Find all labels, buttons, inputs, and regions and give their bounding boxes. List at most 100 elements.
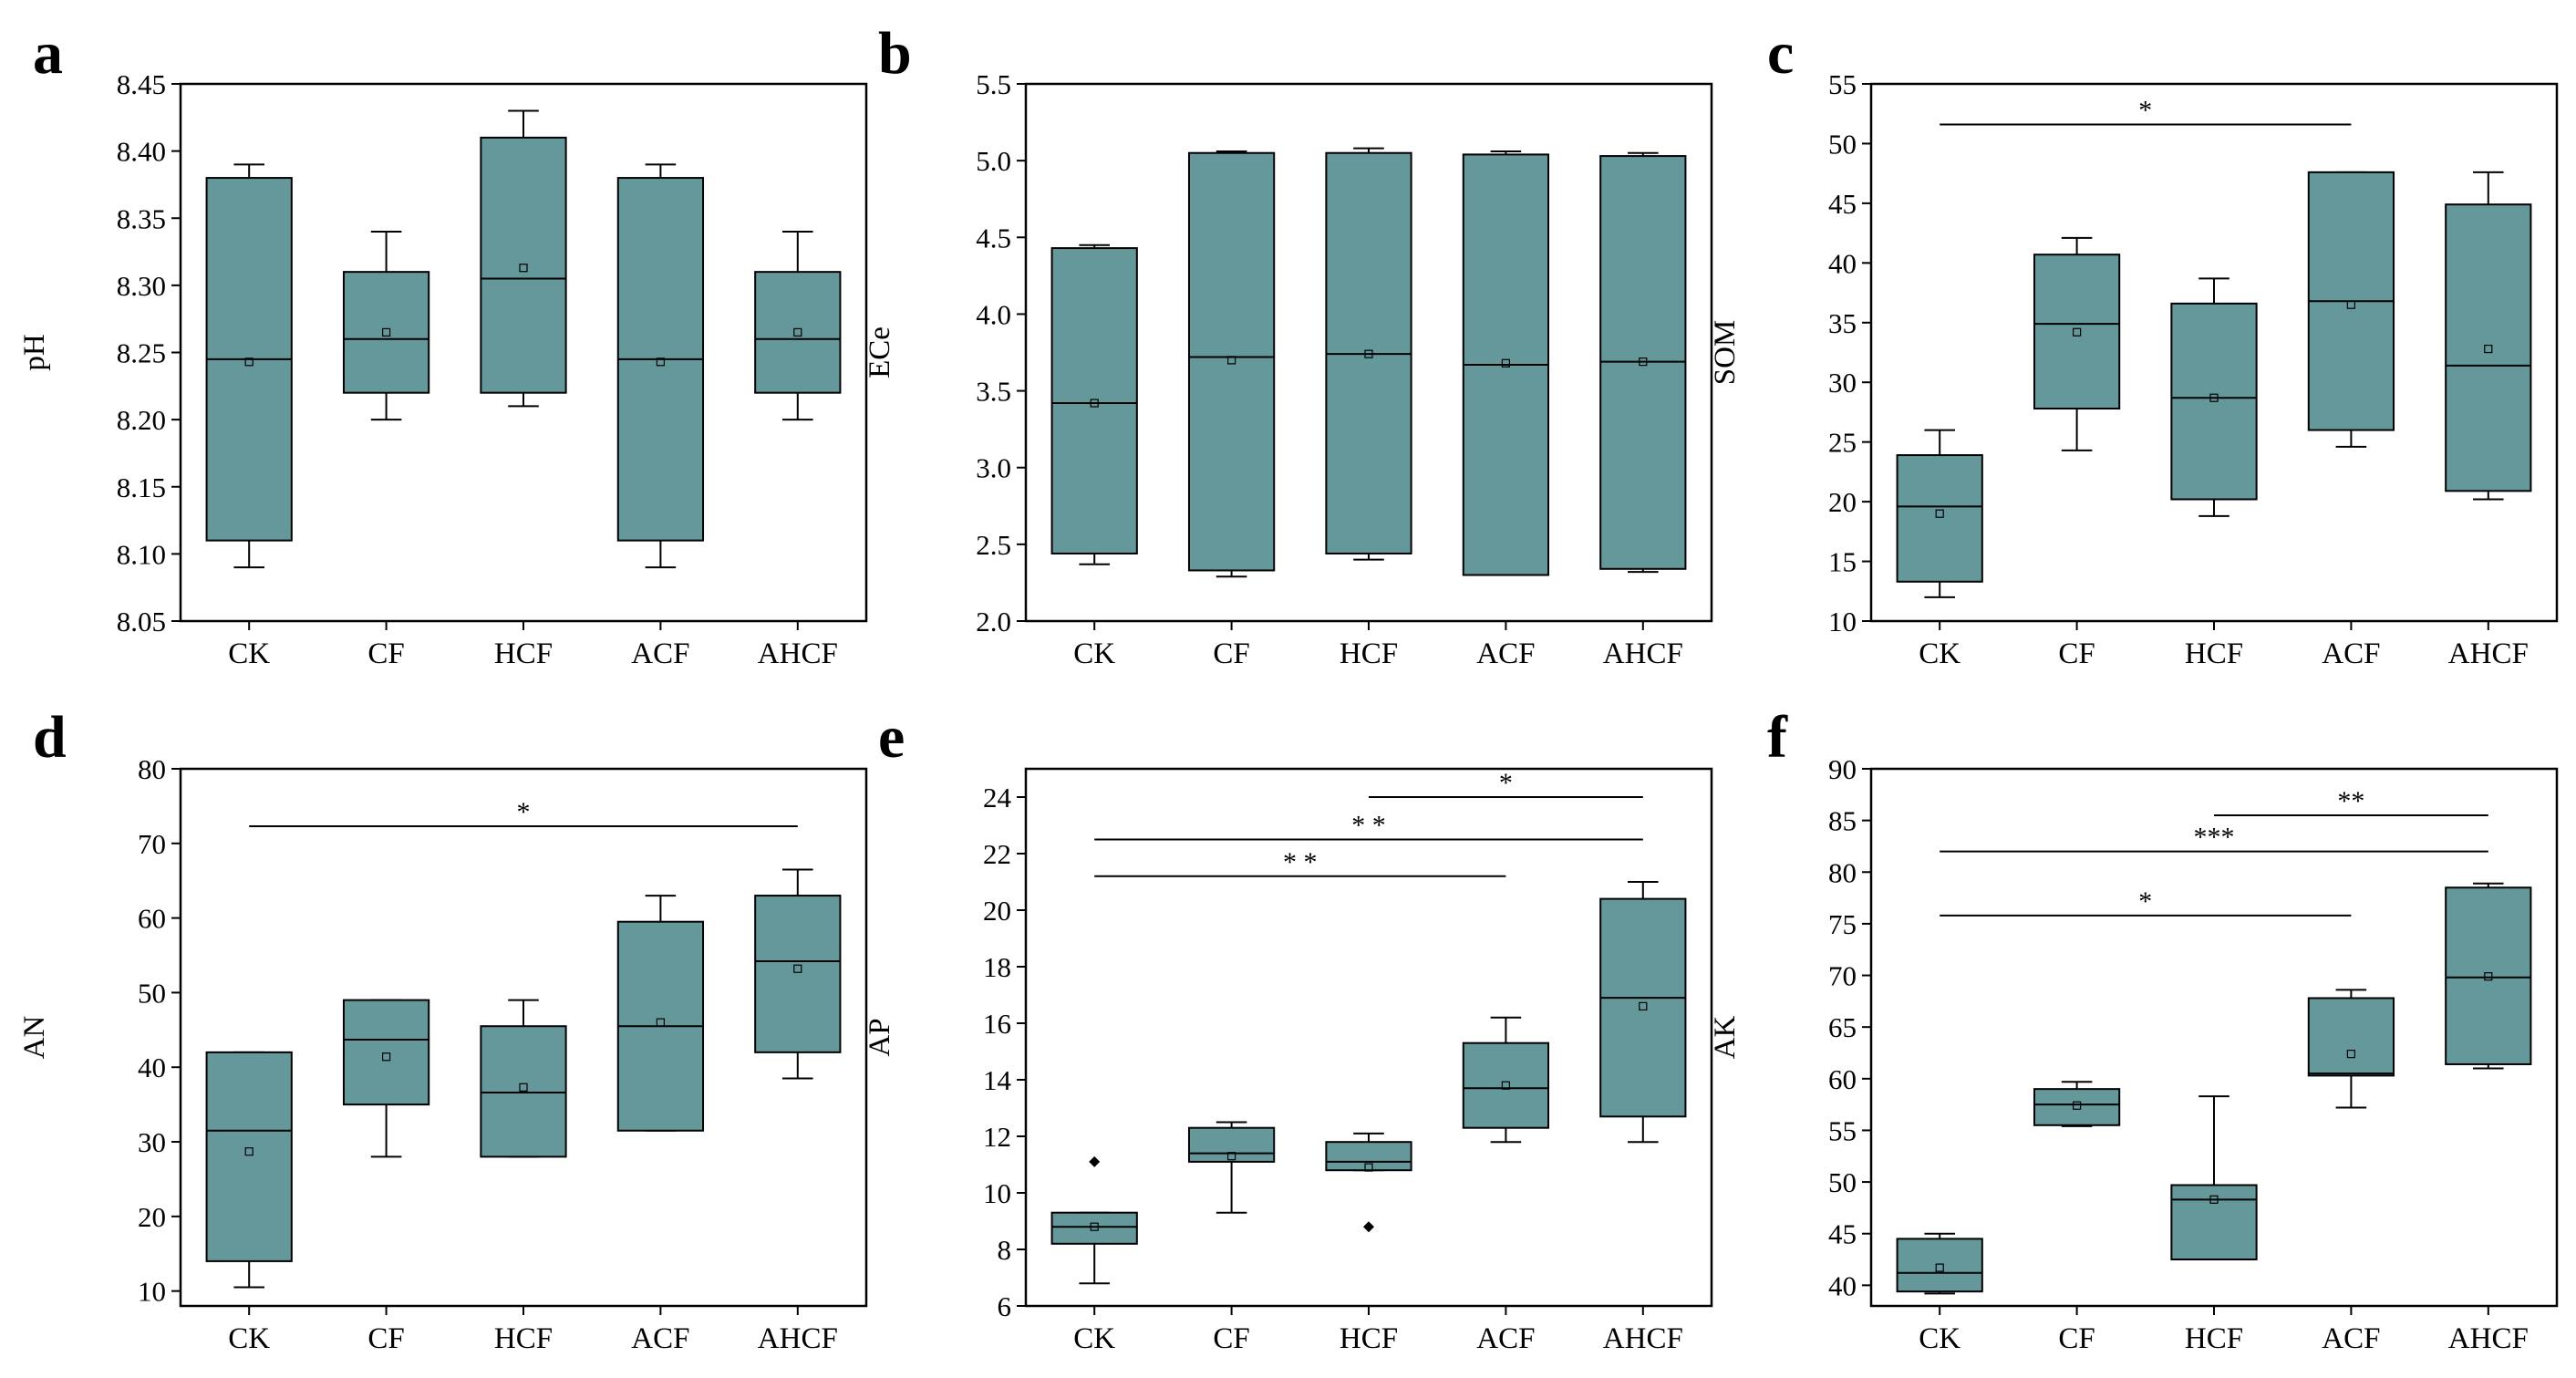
mean-marker: [1935, 509, 1944, 518]
y-tick-label: 20: [983, 895, 1011, 927]
x-tick-label: CF: [367, 1322, 404, 1355]
x-tick-label: CF: [2058, 637, 2095, 670]
x-tick-label: CK: [228, 1322, 270, 1355]
x-tick-label: HCF: [494, 1322, 553, 1355]
plot-frame: [1024, 767, 1713, 1308]
y-tick-label: 90: [1828, 753, 1857, 785]
y-tick-label: 2.5: [976, 529, 1011, 561]
x-tick-label: CF: [367, 637, 404, 670]
panel-e: e AP 6 8 10 12 14 16 18 20 22 24 CK CF HCF ACF AHCF * * * *…: [864, 704, 1713, 1355]
mean-marker: [382, 327, 391, 337]
y-tick-label: 40: [138, 1052, 166, 1083]
box-plot-CK: [1050, 243, 1138, 565]
box-plot-HCF: [480, 999, 567, 1158]
y-tick-label: 45: [1828, 1218, 1857, 1250]
panel-b: b ECe 2.0 2.5 3.0 3.5 4.0 4.5 5.0 5.5 CK CF HCF ACF AH…: [864, 20, 1713, 670]
y-tick-label: 20: [1828, 486, 1857, 518]
y-tick-label: 40: [1828, 247, 1857, 279]
y-tick-label: 60: [1828, 1063, 1857, 1095]
y-tick-label: 15: [1828, 546, 1857, 578]
y-tick-label: 60: [138, 903, 166, 935]
y-tick-label: 40: [1828, 1269, 1857, 1301]
y-axis-label: pH: [18, 334, 51, 370]
plot-frame: [179, 82, 868, 623]
mean-marker: [793, 964, 802, 973]
x-tick-label: CF: [2058, 1322, 2095, 1355]
box: [754, 895, 842, 1053]
box-plot-CF: [2033, 236, 2121, 451]
x-tick-label: AHCF: [1603, 637, 1683, 670]
y-tick-label: 80: [138, 753, 166, 785]
y-axis-label: ECe: [864, 326, 896, 378]
significance-label: *: [517, 797, 531, 827]
mean-marker: [519, 264, 528, 273]
box-plot-HCF: [480, 109, 567, 408]
mean-marker: [2346, 1050, 2355, 1059]
box-plot-ACF: [2307, 989, 2395, 1109]
y-tick-label: 25: [1828, 427, 1857, 459]
y-tick-label: 20: [138, 1201, 166, 1233]
x-tick-label: AHCF: [2448, 637, 2529, 670]
mean-marker: [1226, 1152, 1236, 1161]
mean-marker: [2209, 1195, 2219, 1204]
mean-marker: [656, 1018, 666, 1027]
box: [2445, 203, 2532, 492]
box-plot-ACF: [616, 895, 705, 1132]
mean-marker: [1501, 1081, 1511, 1090]
x-tick-label: CK: [1919, 1322, 1960, 1355]
y-tick-label: 4.5: [976, 222, 1011, 254]
y-tick-label: 16: [983, 1008, 1011, 1040]
y-tick-label: 14: [983, 1064, 1012, 1096]
box-plot-CF: [342, 999, 430, 1158]
box: [2307, 997, 2395, 1077]
y-tick-label: 8.25: [117, 337, 166, 369]
box: [480, 136, 567, 394]
y-tick-label: 12: [983, 1121, 1011, 1153]
mean-marker: [1639, 357, 1648, 367]
x-tick-label: ACF: [2322, 637, 2380, 670]
box: [1050, 1211, 1138, 1245]
box: [1050, 247, 1138, 554]
y-tick-label: 5.5: [976, 68, 1011, 100]
x-tick-label: CK: [228, 637, 270, 670]
box: [2033, 1088, 2121, 1126]
mean-marker: [1501, 358, 1511, 368]
y-tick-label: 8.20: [117, 404, 166, 436]
box-plot-AHCF: [2445, 171, 2532, 501]
mean-marker: [382, 1052, 391, 1062]
y-tick-label: 10: [1828, 606, 1857, 637]
x-tick-label: CK: [1073, 637, 1115, 670]
box: [1599, 897, 1687, 1118]
box-plot-CK: [205, 1051, 293, 1289]
mean-marker: [2073, 1101, 2082, 1110]
plot-frame: [1869, 82, 2559, 623]
y-tick-label: 30: [1828, 367, 1857, 399]
y-tick-label: 55: [1828, 1114, 1857, 1146]
significance-label: * *: [1283, 847, 1318, 877]
panel-letter: a: [33, 20, 63, 87]
box-plot-CF: [342, 230, 430, 421]
panel-letter: e: [878, 704, 905, 771]
box-plot-HCF: [2170, 1095, 2258, 1261]
y-tick-label: 18: [983, 951, 1011, 983]
mean-marker: [1935, 1263, 1944, 1272]
y-tick-label: 65: [1828, 1011, 1857, 1043]
box: [205, 1051, 293, 1262]
x-tick-label: HCF: [1340, 1322, 1398, 1355]
significance-label: * *: [1351, 811, 1386, 841]
y-tick-label: 5.0: [976, 145, 1011, 177]
y-tick-label: 70: [138, 828, 166, 860]
panel-f: f AK 40 45 50 55 60 65 70 75 80 85 90 CK CF HCF ACF AHCF *…: [1709, 704, 2559, 1355]
y-tick-label: 8.10: [117, 538, 166, 570]
box-plot-CK: [1050, 1155, 1138, 1285]
box-plot-ACF: [1462, 1016, 1550, 1144]
outlier-point: [1089, 1155, 1101, 1167]
x-tick-label: ACF: [631, 1322, 689, 1355]
mean-marker: [1639, 1001, 1648, 1011]
y-tick-label: 4.0: [976, 298, 1011, 330]
y-axis-label: AK: [1709, 1016, 1742, 1060]
box-plot-AHCF: [1599, 881, 1687, 1144]
x-tick-label: CK: [1919, 637, 1960, 670]
box: [342, 271, 430, 394]
y-tick-label: 8: [998, 1234, 1012, 1266]
